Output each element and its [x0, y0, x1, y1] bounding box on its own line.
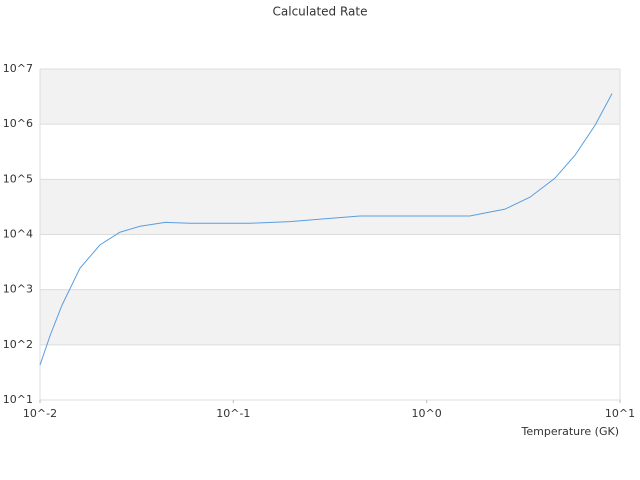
chart-title: Calculated Rate: [273, 5, 368, 19]
grid-band: [40, 179, 620, 235]
y-tick-label: 10^4: [3, 228, 33, 241]
x-tick-label: 10^-1: [216, 407, 250, 420]
grid-band: [40, 289, 620, 345]
y-tick-label: 10^5: [3, 172, 33, 185]
x-tick-label: 10^-2: [23, 407, 57, 420]
y-tick-label: 10^2: [3, 338, 33, 351]
x-axis-label: Temperature (GK): [521, 425, 620, 438]
y-tick-label: 10^6: [3, 117, 33, 130]
y-tick-label: 10^3: [3, 283, 33, 296]
grid-band: [40, 69, 620, 125]
x-tick-label: 10^0: [412, 407, 442, 420]
y-tick-label: 10^1: [3, 393, 33, 406]
y-tick-label: 10^7: [3, 62, 33, 75]
x-tick-label: 10^1: [605, 407, 635, 420]
data-line: [39, 93, 613, 366]
